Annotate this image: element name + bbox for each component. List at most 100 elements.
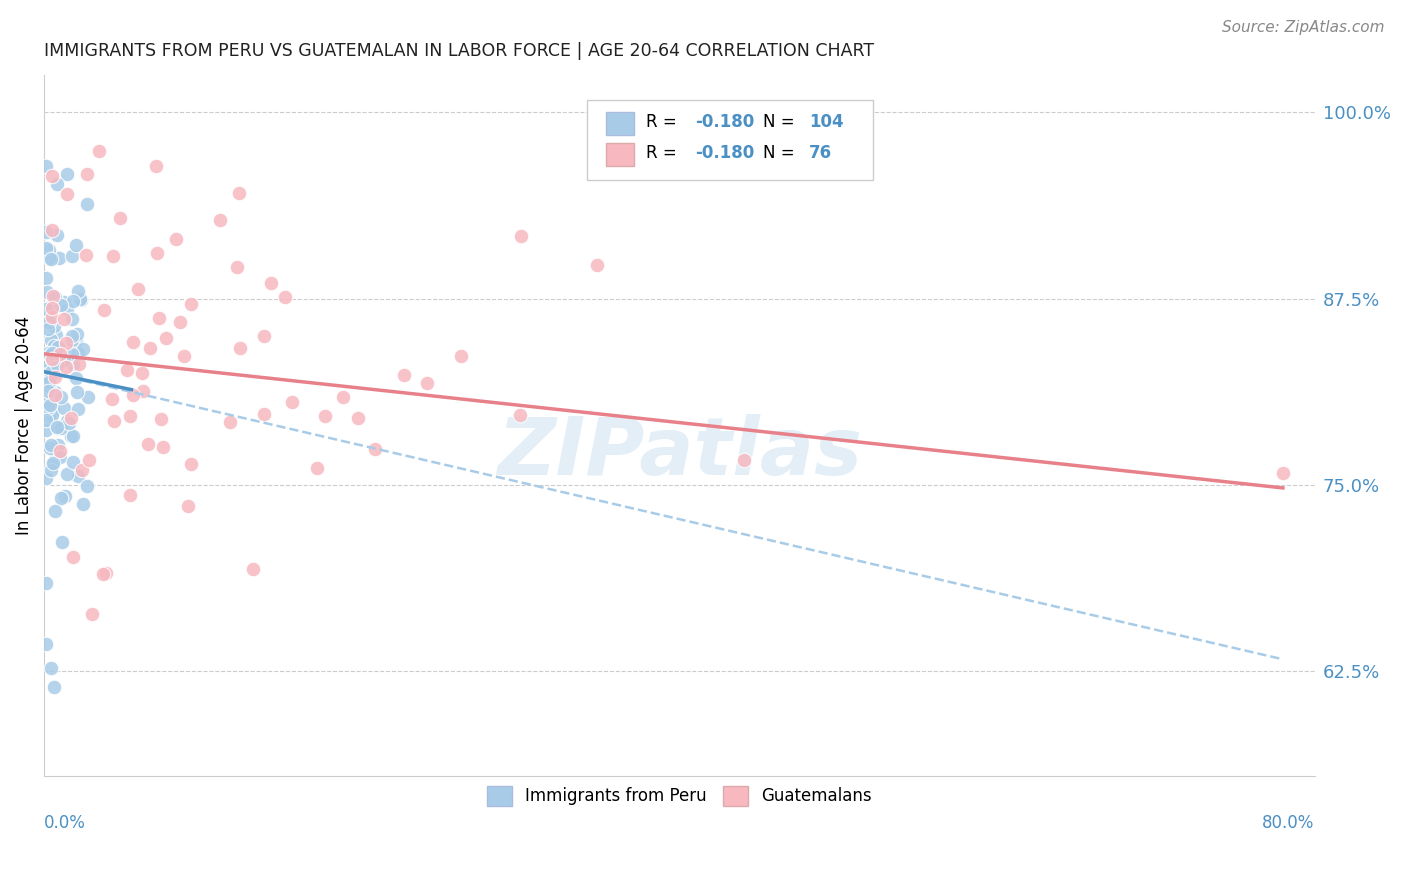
Point xyxy=(416,376,439,390)
Point xyxy=(509,408,531,422)
Point xyxy=(226,260,249,274)
Point xyxy=(53,401,76,416)
Point xyxy=(177,500,200,514)
Point xyxy=(39,463,62,477)
Point xyxy=(91,567,114,582)
Point xyxy=(69,292,91,306)
Point xyxy=(42,289,65,303)
Point xyxy=(229,341,252,355)
Point xyxy=(65,334,87,348)
Point xyxy=(44,290,66,304)
Point xyxy=(42,456,65,470)
Point xyxy=(392,368,415,382)
Point xyxy=(62,455,84,469)
Point xyxy=(39,301,62,315)
Point xyxy=(76,197,98,211)
Point xyxy=(305,461,328,475)
Point xyxy=(70,463,93,477)
Point xyxy=(148,310,170,325)
Text: 80.0%: 80.0% xyxy=(1263,814,1315,832)
Point xyxy=(67,357,90,371)
Point xyxy=(66,385,89,400)
Point xyxy=(35,637,58,651)
FancyBboxPatch shape xyxy=(586,100,873,180)
Point xyxy=(52,295,75,310)
Text: N =: N = xyxy=(763,144,806,162)
Point xyxy=(41,365,63,379)
Point xyxy=(94,566,117,580)
Point xyxy=(450,349,472,363)
Point xyxy=(165,231,187,245)
Point xyxy=(49,298,72,312)
Point xyxy=(45,341,67,355)
Point xyxy=(56,167,79,181)
Point xyxy=(62,293,84,308)
Point xyxy=(509,229,531,244)
Point xyxy=(55,302,77,317)
Point xyxy=(66,401,89,416)
Text: R =: R = xyxy=(647,113,682,131)
Point xyxy=(38,252,60,266)
Point xyxy=(35,413,58,427)
Point xyxy=(56,467,79,481)
Point xyxy=(55,186,77,201)
Point xyxy=(35,397,58,411)
Legend: Immigrants from Peru, Guatemalans: Immigrants from Peru, Guatemalans xyxy=(479,779,879,813)
Point xyxy=(120,488,142,502)
Point xyxy=(37,384,59,398)
Point xyxy=(110,211,132,225)
Point xyxy=(41,458,63,472)
Point xyxy=(48,347,70,361)
Point xyxy=(41,356,63,370)
Point xyxy=(46,227,69,242)
Point xyxy=(75,248,97,262)
Point xyxy=(228,186,250,201)
Point xyxy=(145,246,167,260)
Point xyxy=(38,379,60,393)
Point xyxy=(66,285,89,299)
Point xyxy=(39,442,62,456)
Text: IMMIGRANTS FROM PERU VS GUATEMALAN IN LABOR FORCE | AGE 20-64 CORRELATION CHART: IMMIGRANTS FROM PERU VS GUATEMALAN IN LA… xyxy=(44,42,875,60)
Point xyxy=(49,391,72,405)
Point xyxy=(56,414,79,428)
Point xyxy=(38,372,60,386)
Text: N =: N = xyxy=(763,113,800,131)
Point xyxy=(38,409,60,424)
Point xyxy=(72,497,94,511)
Point xyxy=(77,452,100,467)
Point xyxy=(281,395,304,409)
Point xyxy=(35,314,58,328)
Point xyxy=(35,301,58,316)
Text: -0.180: -0.180 xyxy=(695,144,754,162)
Point xyxy=(103,414,125,428)
Point xyxy=(38,395,60,409)
Point xyxy=(169,315,191,329)
Text: 76: 76 xyxy=(808,144,832,162)
Point xyxy=(173,350,195,364)
Point xyxy=(131,366,153,380)
Point xyxy=(41,352,63,367)
Point xyxy=(39,252,62,266)
Point xyxy=(42,319,65,334)
Point xyxy=(49,444,72,458)
Point xyxy=(60,347,83,361)
Point xyxy=(35,423,58,437)
Point xyxy=(152,440,174,454)
Point xyxy=(118,409,141,423)
Point xyxy=(60,428,83,442)
Point xyxy=(45,420,67,434)
Point xyxy=(41,310,63,324)
Point xyxy=(35,270,58,285)
Point xyxy=(127,282,149,296)
Point xyxy=(44,388,66,402)
Point xyxy=(80,607,103,621)
Point xyxy=(586,258,609,272)
Point xyxy=(1271,466,1294,480)
Point xyxy=(253,407,276,421)
Point xyxy=(45,328,67,343)
Y-axis label: In Labor Force | Age 20-64: In Labor Force | Age 20-64 xyxy=(15,316,32,535)
Point xyxy=(150,412,173,426)
FancyBboxPatch shape xyxy=(606,143,634,166)
Point xyxy=(37,354,59,368)
Point xyxy=(39,661,62,675)
